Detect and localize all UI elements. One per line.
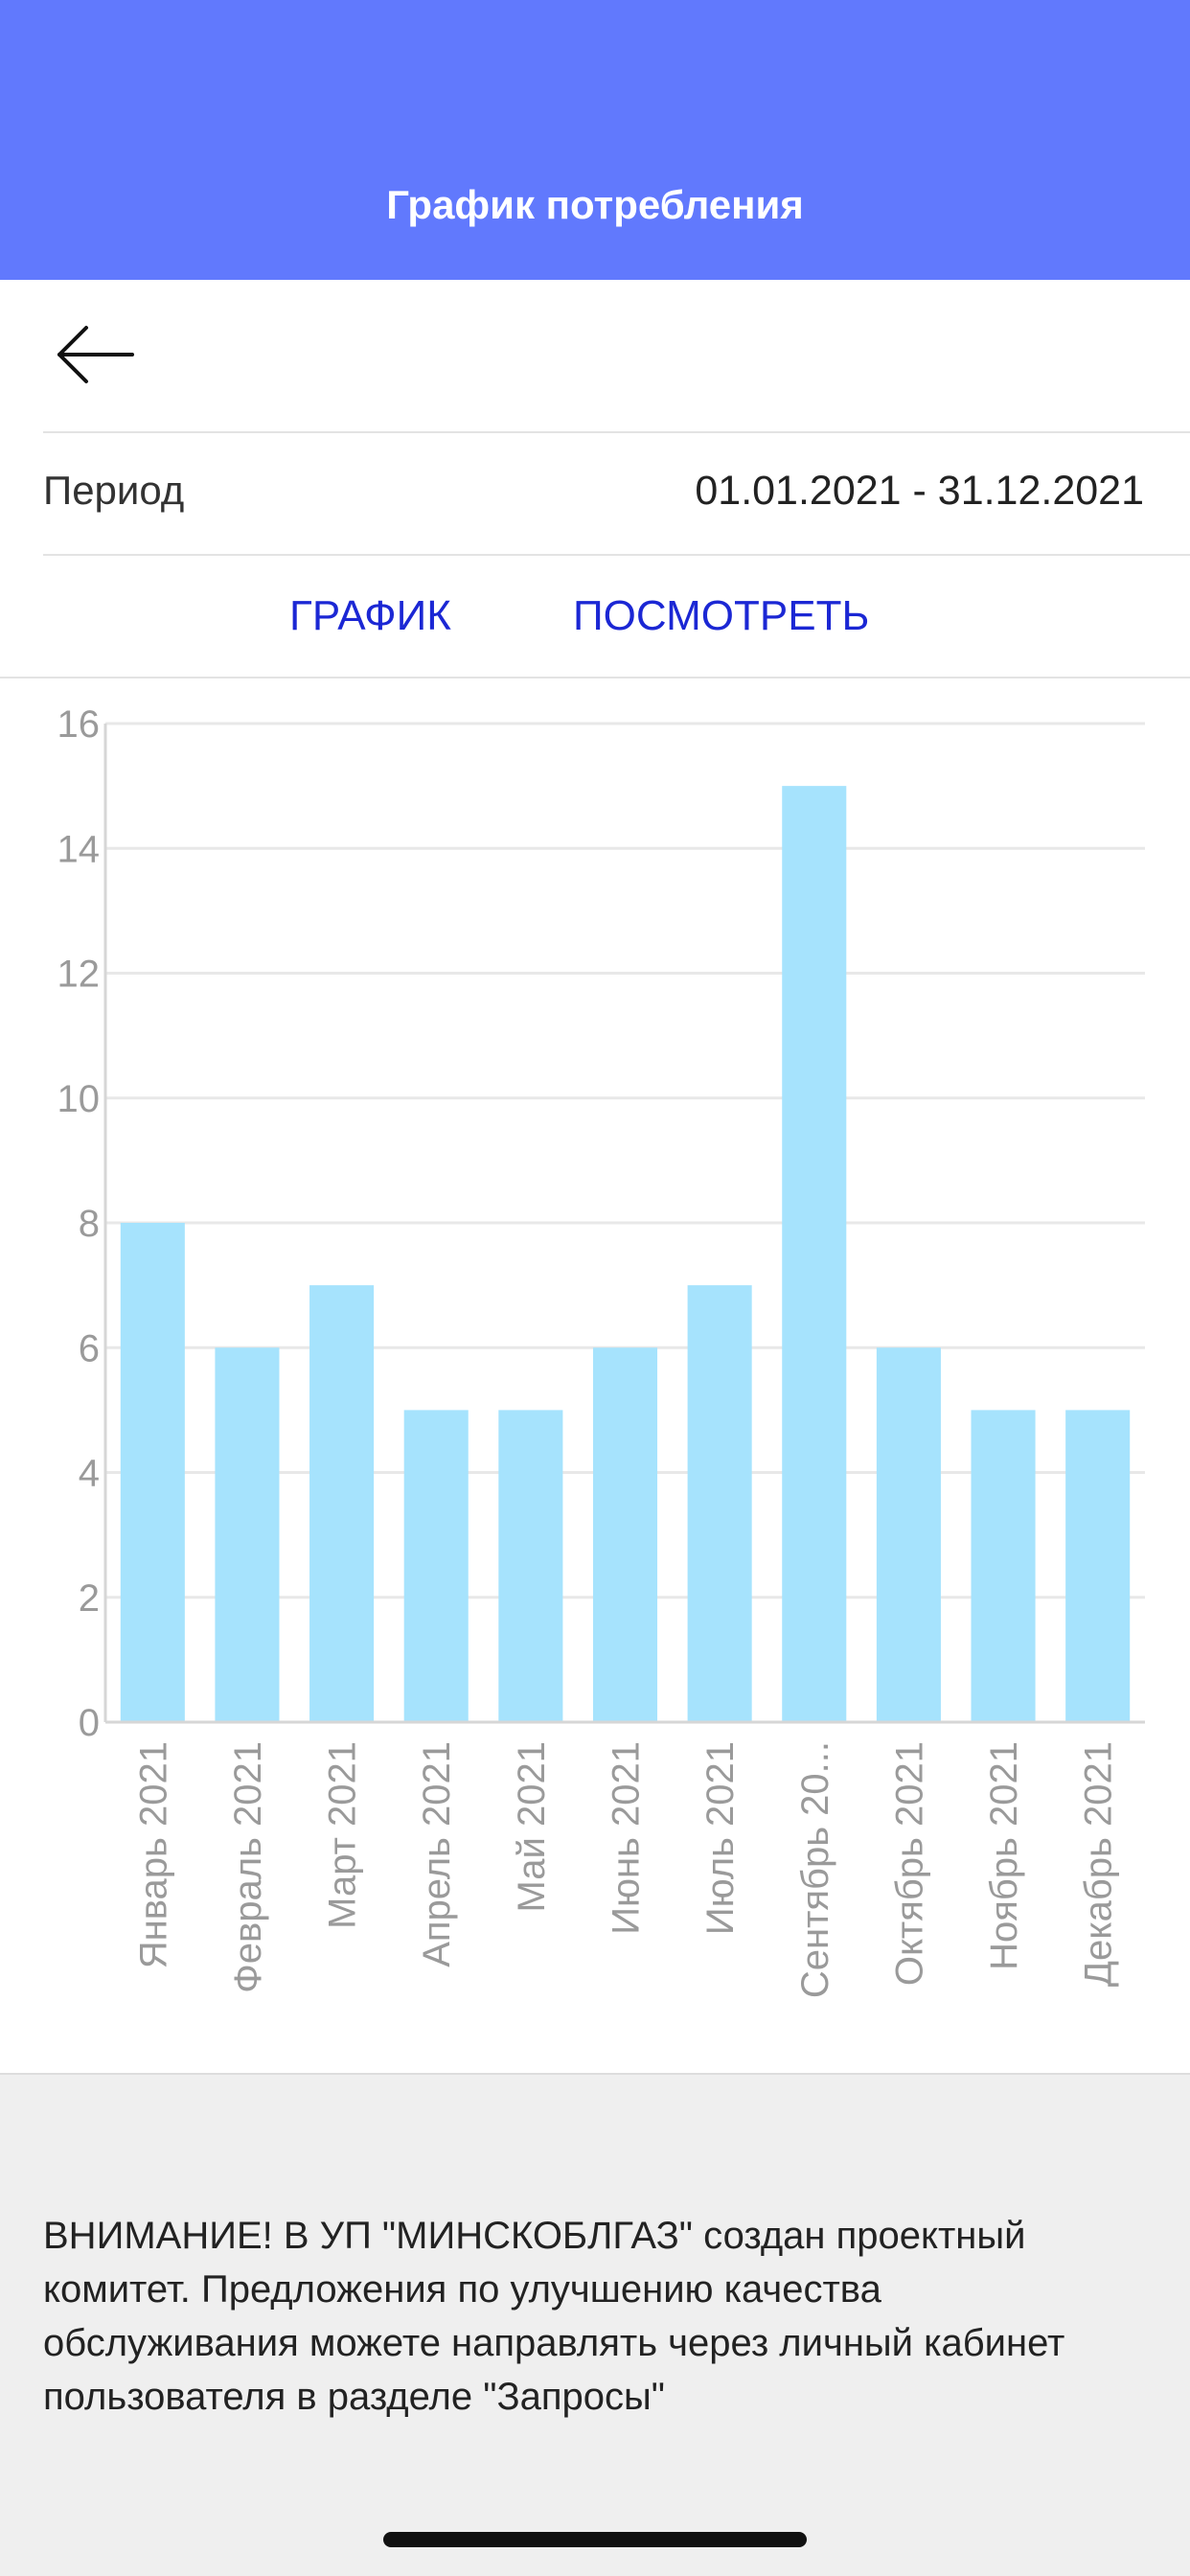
- notice-text: ВНИМАНИЕ! В УП "МИНСКОБЛГАЗ" создан прое…: [43, 2215, 1065, 2418]
- y-tick-label: 8: [79, 1203, 100, 1245]
- page-title: График потребления: [386, 182, 804, 227]
- x-tick-label: Июль 2021: [699, 1741, 742, 1935]
- arrow-left-icon: [57, 326, 134, 383]
- tab-view[interactable]: ПОСМОТРЕТЬ: [573, 592, 870, 639]
- bar[interactable]: [971, 1410, 1036, 1722]
- period-label: Период: [43, 468, 185, 513]
- bar[interactable]: [782, 786, 847, 1722]
- bar[interactable]: [403, 1410, 469, 1722]
- y-tick-label: 14: [57, 828, 101, 870]
- y-tick-label: 0: [79, 1702, 100, 1744]
- divider: [43, 554, 1190, 556]
- x-tick-label: Ноябрь 2021: [983, 1741, 1025, 1970]
- back-button[interactable]: [48, 316, 144, 393]
- x-tick-label: Сентябрь 20...: [794, 1741, 836, 1998]
- bar[interactable]: [215, 1347, 280, 1722]
- x-tick-label: Декабрь 2021: [1078, 1741, 1120, 1987]
- period-value[interactable]: 01.01.2021 - 31.12.2021: [695, 468, 1144, 514]
- y-tick-label: 10: [57, 1078, 101, 1120]
- x-tick-label: Июнь 2021: [606, 1741, 648, 1935]
- bar[interactable]: [120, 1223, 185, 1722]
- bar[interactable]: [592, 1347, 658, 1722]
- consumption-bar-chart: 0 2 4 6 8 10 12 14 16 Январь 2021 Февраль 2021 Март…: [57, 703, 1145, 1998]
- home-indicator: [383, 2532, 807, 2547]
- x-tick-label: Январь 2021: [132, 1741, 174, 1968]
- bar[interactable]: [309, 1285, 375, 1722]
- divider: [0, 677, 1190, 678]
- y-tick-label: 6: [79, 1327, 100, 1369]
- bar[interactable]: [687, 1285, 752, 1722]
- y-tick-label: 16: [57, 703, 101, 746]
- app-header: График потребления: [0, 0, 1190, 280]
- x-tick-label: Май 2021: [511, 1741, 553, 1912]
- y-tick-label: 12: [57, 954, 101, 996]
- bar[interactable]: [876, 1347, 941, 1722]
- bar[interactable]: [498, 1410, 563, 1722]
- y-tick-label: 2: [79, 1577, 100, 1620]
- x-tick-label: Март 2021: [322, 1741, 364, 1929]
- x-tick-label: Апрель 2021: [416, 1741, 458, 1967]
- x-tick-label: Февраль 2021: [227, 1741, 269, 1993]
- divider: [43, 431, 1190, 433]
- bar[interactable]: [1065, 1410, 1131, 1722]
- x-tick-label: Октябрь 2021: [888, 1741, 930, 1986]
- y-tick-label: 4: [79, 1453, 100, 1495]
- tab-chart[interactable]: ГРАФИК: [289, 592, 451, 639]
- footer: ВНИМАНИЕ! В УП "МИНСКОБЛГАЗ" создан прое…: [0, 2073, 1190, 2576]
